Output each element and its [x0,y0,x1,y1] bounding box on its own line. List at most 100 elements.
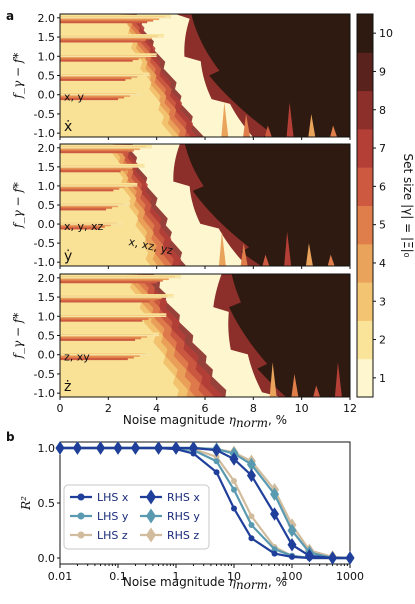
y-tick-label: -0.5 [34,237,55,250]
heatmap-spike [327,254,335,266]
offset-band [60,224,111,227]
heatmap-subplot-3 [60,274,350,397]
offset-band [60,338,136,341]
colorbar-swatch [357,52,373,92]
heatmap-spike [291,373,299,397]
data-point-diamond [345,551,355,565]
data-point-circle [213,469,220,476]
offset-band [60,335,148,338]
panel-a-xlabel: Noise magnitude ηnorm, % [123,413,287,430]
offset-band [60,96,125,99]
legend-label: RHS x [167,491,200,504]
colorbar-tick-label: 4 [379,257,386,270]
offset-band [60,319,143,322]
offset-band [60,189,114,192]
data-point-circle [231,486,237,493]
heatmap-spike [218,231,226,266]
data-point-diamond [113,441,123,455]
offset-band [60,332,160,335]
data-point-diamond [246,457,256,472]
heatmap-spike [264,125,272,137]
heatmap-region-level-10 [184,144,350,266]
y-tick-label: 1.5 [38,161,56,174]
colorbar-swatch [357,90,373,130]
offset-band [60,297,162,300]
y-tick-label: 0.5 [38,330,56,343]
panel-b-xlabel: Noise magnitude ηnorm, % [123,575,287,592]
panel-a-heatmaps: 2.0 1.5 1.0 0.5 0.0 -0.5 -1.0 f_γ − f* x, y ẋ 2.0 1… [11,12,357,415]
colorbar-swatch [357,128,373,168]
colorbar-tick-label: 5 [379,219,386,232]
data-point-circle [77,493,85,501]
heatmap-spike [240,243,248,266]
heatmap-spike [313,385,321,397]
data-point-diamond [188,441,198,455]
series-line [60,446,350,560]
panel-a-label: a [6,9,14,23]
y-tick-label: 1.0 [38,310,56,323]
y-axis-label: f_γ − f* [11,53,25,100]
data-point-circle [77,512,85,520]
y-tick-label: 0.0 [38,218,56,231]
data-point-diamond [154,441,164,455]
offset-band [60,94,131,97]
legend-label: RHS y [167,510,200,523]
data-point-diamond [171,441,181,455]
y-tick-label: 1.0 [38,442,56,455]
offset-band [60,72,150,75]
offset-band [60,318,149,321]
y-tick-label: 0.0 [38,89,56,102]
colorbar-tick-label: 8 [379,104,386,117]
data-point-circle [231,505,237,512]
panel-b-label: b [6,430,15,444]
data-point-diamond [146,527,156,543]
heatmap-region-level-10 [191,14,350,137]
x-tick-label: 10 [227,570,241,583]
colorbar: 1 2 3 4 5 6 7 8 9 10 Set size |γ| = |Ξ|₀ [356,13,415,398]
y-tick-label: 1.0 [38,180,56,193]
offset-band [60,354,140,357]
offset-band [60,78,126,81]
heatmap-spike [286,102,294,137]
offset-band [60,278,169,281]
offset-band [60,53,157,56]
offset-band [60,358,128,361]
heatmap-spike [284,231,292,266]
heatmap-subplot-1 [60,14,350,137]
offset-band [60,77,132,80]
y-axis-label: R² [19,496,33,511]
offset-band [60,151,128,154]
data-point-diamond [96,441,106,455]
offset-band [60,225,105,228]
data-point-diamond [287,538,297,552]
series-rhs-x [55,441,355,565]
colorbar-tick-label: 6 [379,180,386,193]
offset-band [60,281,157,284]
colorbar-label: Set size |γ| = |Ξ|₀ [401,154,415,258]
offset-band [60,40,140,43]
offset-band [60,279,163,282]
data-point-diamond [130,441,140,455]
offset-band [60,167,133,170]
offset-band [60,98,119,101]
offset-band [60,38,146,41]
offset-band [60,202,131,204]
y-tick-label: 0.0 [38,552,56,565]
data-point-diamond [328,551,338,565]
colorbar-tick-label: 3 [379,295,386,308]
x-tick-label: 0 [57,402,64,415]
offset-band [60,274,181,277]
offset-band [60,316,155,319]
y-tick-label: -1.0 [34,256,55,269]
offset-band [60,186,126,189]
offset-band [60,170,121,173]
data-point-diamond [270,487,280,501]
x-tick-label: 2 [105,402,112,415]
data-point-diamond [212,443,222,457]
colorbar-tick-label: 7 [379,142,386,155]
subplot-variable-label: ż [64,379,71,395]
y-tick-label: 2.0 [38,142,56,155]
y-axis-label: f_γ − f* [11,313,25,360]
data-point-circle [248,513,255,520]
y-tick-label: 0.5 [38,497,56,510]
